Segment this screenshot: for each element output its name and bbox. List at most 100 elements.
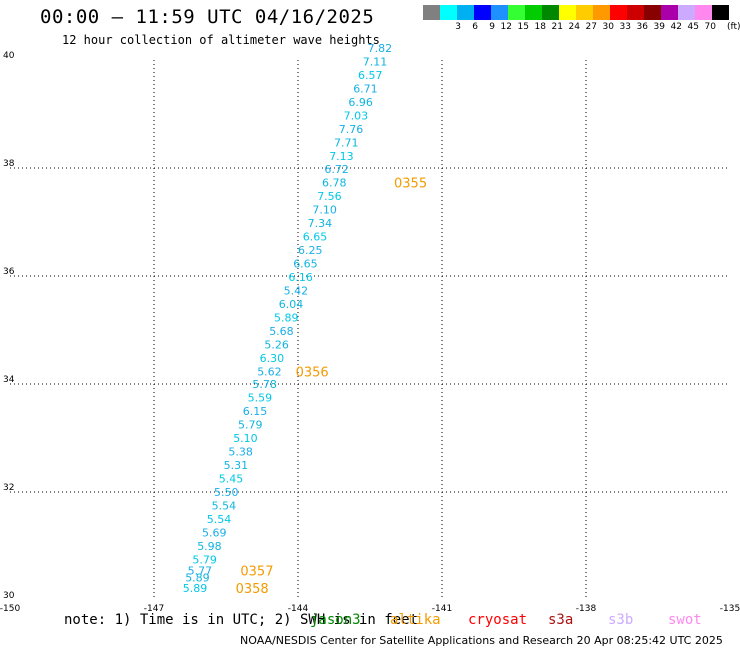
color-scale-swatch: 36	[627, 5, 648, 32]
color-scale-swatch: 70	[695, 5, 716, 32]
satellite-legend-item: swot	[668, 612, 702, 628]
pass-number-label: 0356	[296, 366, 329, 381]
x-tick-label: -141	[432, 604, 452, 614]
swh-data-label: 5.77	[188, 564, 213, 577]
color-scale-swatch	[712, 5, 729, 20]
swh-data-label: 6.57	[358, 69, 383, 82]
y-tick-label: 40	[3, 51, 15, 61]
swh-data-label: 6.65	[293, 258, 318, 271]
swh-data-label: 5.79	[238, 419, 263, 432]
swh-data-label: 6.15	[243, 405, 267, 418]
x-tick-label: -138	[576, 604, 597, 614]
color-scale-swatch: 45	[678, 5, 699, 32]
color-scale-swatch: 3	[440, 5, 461, 32]
swh-data-label: 6.96	[348, 96, 373, 109]
satellite-legend-item: s3a	[548, 612, 574, 628]
color-scale-unit: (ft)	[727, 22, 740, 32]
color-scale-label: 12	[500, 22, 512, 32]
pass-number-label: 0358	[236, 582, 269, 597]
color-scale-label: 42	[670, 22, 682, 32]
swh-data-label: 5.10	[233, 432, 258, 445]
color-scale-swatch: 21	[542, 5, 563, 32]
color-scale-swatch: 6	[457, 5, 478, 32]
y-tick-label: 32	[3, 483, 14, 493]
swh-data-label: 5.31	[224, 459, 249, 472]
swh-data-label: 5.68	[269, 325, 294, 338]
swh-data-label: 5.62	[257, 366, 282, 379]
color-scale-swatch: 33	[610, 5, 631, 32]
swh-data-label: 7.03	[344, 110, 369, 123]
swh-data-label: 6.16	[288, 271, 313, 284]
y-tick-label: 38	[3, 159, 15, 169]
pass-number-label: 0357	[240, 564, 273, 579]
satellite-legend-item: altika	[390, 612, 441, 628]
satellite-legend-item: jason3	[310, 612, 361, 628]
x-tick-label: -144	[288, 604, 309, 614]
color-scale-legend: 3 6 9 12 15 18 21 24 27 30 33 36 39 42 45 70	[423, 5, 729, 32]
swh-data-label: 5.98	[197, 540, 222, 553]
swh-data-label: 5.42	[284, 285, 309, 298]
color-scale-swatch: 18	[525, 5, 546, 32]
swh-data-label: 5.26	[264, 339, 289, 352]
swh-data-label: 6.72	[324, 163, 349, 176]
swh-data-label: 5.69	[202, 527, 227, 540]
color-scale-swatch: 42	[661, 5, 682, 32]
color-scale-label: 70	[704, 22, 716, 32]
swh-data-label: 6.78	[322, 177, 347, 190]
color-scale-label: 33	[619, 22, 631, 32]
color-scale-swatch: 9	[474, 5, 495, 32]
swh-data-label: 6.71	[353, 83, 378, 96]
color-scale-label: 6	[472, 22, 478, 32]
swh-data-label: 5.78	[252, 378, 277, 391]
color-scale-label: 9	[489, 22, 495, 32]
swh-data-label: 5.89	[274, 312, 299, 325]
y-tick-label: 34	[3, 375, 15, 385]
swh-data-label: 7.71	[334, 137, 359, 150]
color-scale-label: 45	[687, 22, 699, 32]
swh-data-label: 5.50	[214, 486, 239, 499]
credit-line: NOAA/NESDIS Center for Satellite Applica…	[240, 634, 723, 647]
color-scale-swatch: 39	[644, 5, 665, 32]
color-scale-swatch	[423, 5, 440, 20]
chart-title: 00:00 — 11:59 UTC 04/16/2025	[40, 6, 375, 28]
y-tick-label: 30	[3, 591, 15, 601]
color-scale-label: 39	[653, 22, 665, 32]
color-scale-swatch: 12	[491, 5, 512, 32]
color-scale-swatch: 24	[559, 5, 580, 32]
swh-data-label: 5.89	[185, 571, 210, 584]
x-tick-label: -150	[0, 604, 20, 614]
satellite-legend-item: s3b	[608, 612, 634, 628]
pass-number-label: 0355	[394, 177, 427, 192]
footnote: note: 1) Time is in UTC; 2) SWH is in fe…	[64, 612, 419, 628]
swh-data-label: 7.13	[329, 150, 354, 163]
swh-data-label: 5.45	[219, 473, 244, 486]
swh-data-label: 7.76	[339, 123, 364, 136]
color-scale-label: 30	[602, 22, 614, 32]
swh-data-label: 7.34	[308, 217, 333, 230]
swh-data-label: 7.11	[363, 56, 388, 69]
satellite-legend-item: cryosat	[468, 612, 528, 628]
color-scale-label: 3	[455, 22, 461, 32]
color-scale-label: 18	[534, 22, 546, 32]
swh-data-label: 5.79	[192, 554, 217, 567]
x-tick-label: -135	[720, 604, 740, 614]
x-tick-label: -147	[144, 604, 164, 614]
swh-data-label: 6.25	[298, 244, 323, 257]
color-scale-label: 15	[517, 22, 529, 32]
swh-data-label: 7.10	[312, 204, 337, 217]
swh-data-label: 5.89	[183, 582, 208, 595]
color-scale-swatch: 15	[508, 5, 529, 32]
swh-data-label: 5.59	[248, 392, 273, 405]
color-scale-label: 36	[636, 22, 648, 32]
swh-data-label: 6.65	[303, 231, 328, 244]
y-tick-label: 36	[3, 267, 15, 277]
swh-data-label: 6.30	[260, 352, 285, 365]
swh-data-label: 5.54	[212, 500, 237, 513]
chart-subtitle: 12 hour collection of altimeter wave hei…	[62, 33, 380, 47]
swh-data-label: 7.82	[368, 42, 393, 55]
swh-data-label: 7.56	[317, 190, 342, 203]
color-scale-label: 21	[551, 22, 563, 32]
color-scale-label: 27	[585, 22, 597, 32]
swh-data-label: 6.04	[279, 298, 304, 311]
